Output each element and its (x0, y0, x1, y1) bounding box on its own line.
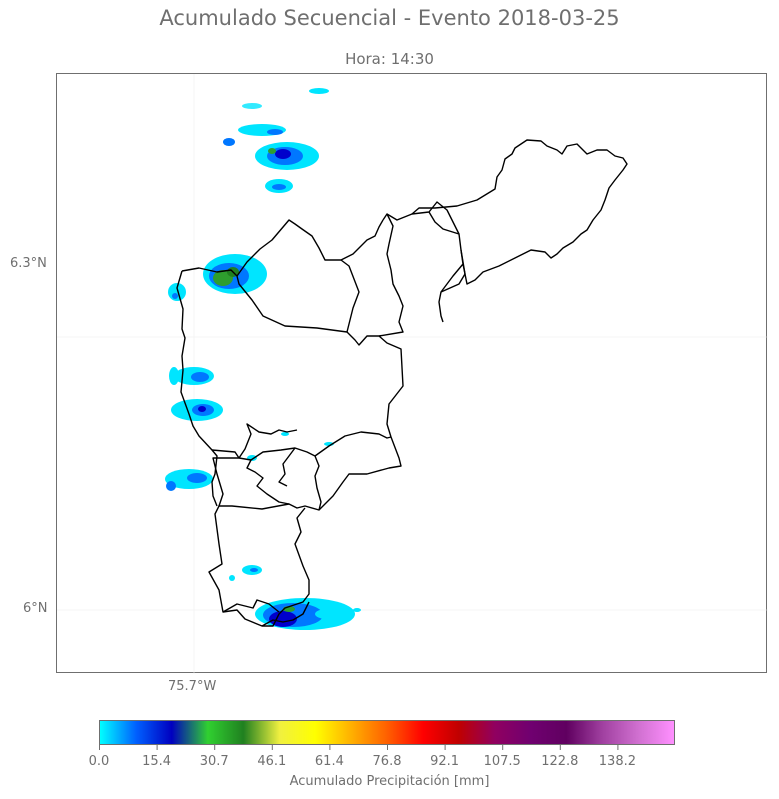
colorbar-tick-label: 138.2 (598, 754, 636, 769)
precip-cluster-north (223, 88, 329, 193)
map-panel (56, 73, 768, 674)
boundary-center-4 (246, 459, 290, 505)
boundary-north-5 (428, 211, 460, 235)
colorbar (99, 720, 675, 745)
boundary-south-2 (261, 601, 310, 627)
boundary-northeast (411, 139, 628, 285)
precipitation-layer (165, 88, 361, 630)
chart-title: Acumulado Secuencial - Evento 2018-03-25 (159, 6, 620, 30)
boundary-west-coast (176, 270, 218, 507)
colorbar-tick-label: 0.0 (88, 754, 110, 769)
boundary-north-2 (340, 259, 360, 333)
colorbar-tick-label: 15.4 (142, 754, 172, 769)
colorbar-label: Acumulado Precipitación [mm] (289, 774, 490, 789)
precip-cluster-west-mid (165, 367, 334, 581)
lon-label-75.7W: 75.7°W (168, 679, 217, 694)
colorbar-tick-label: 122.8 (541, 754, 579, 769)
boundary-center-2 (314, 431, 392, 457)
lat-label-6N: 6°N (23, 601, 48, 616)
boundary-center-6 (212, 457, 252, 507)
colorbar-tick-label: 76.8 (372, 754, 402, 769)
colorbar-tick-label: 61.4 (314, 754, 344, 769)
colorbar-tick-label: 107.5 (483, 754, 521, 769)
colorbar-tick-label: 46.1 (257, 754, 287, 769)
colorbar-tick-label: 92.1 (430, 754, 460, 769)
boundary-north-3 (382, 201, 464, 323)
boundary-center-7 (211, 449, 240, 459)
colorbar-tick-label: 30.7 (199, 754, 229, 769)
boundary-center-5 (238, 423, 298, 459)
boundary-south (222, 599, 280, 613)
boundary-north-1 (236, 219, 384, 277)
colorbar-ticks (99, 745, 619, 750)
map-canvas (57, 74, 768, 674)
boundary-north-4 (378, 213, 404, 337)
chart-subtitle: Hora: 14:30 (345, 50, 434, 68)
municipal-boundaries (176, 139, 628, 627)
boundary-center-3 (278, 447, 296, 487)
lat-label-6.3N: 6.3°N (10, 256, 47, 271)
boundary-western-edge (181, 267, 404, 627)
boundary-north-6 (440, 249, 466, 293)
precip-cluster-west-upper (168, 254, 267, 301)
